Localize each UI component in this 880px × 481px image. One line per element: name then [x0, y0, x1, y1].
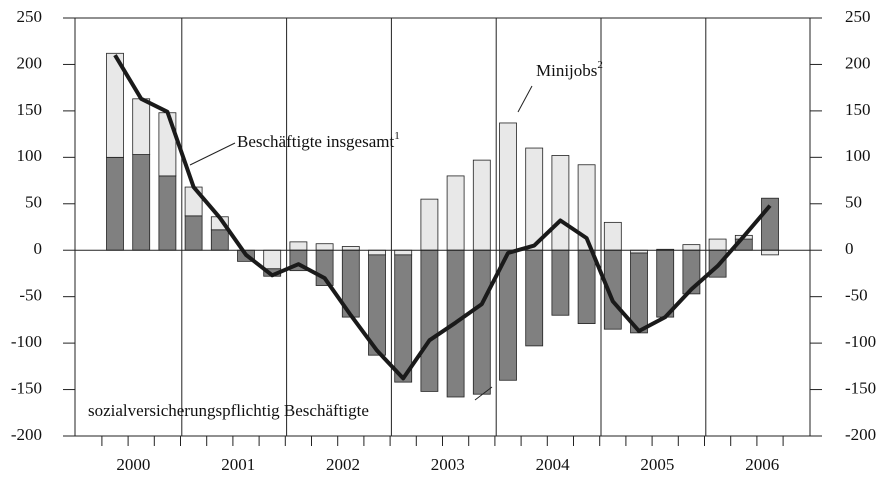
bar [394, 254, 413, 383]
bar [708, 238, 727, 251]
bar [210, 229, 229, 251]
y2-tick-label: 150 [845, 100, 871, 119]
bar [368, 249, 386, 256]
footnote: 2 [597, 59, 603, 71]
y2-tick-label: -200 [845, 425, 876, 444]
y2-tick-label: 250 [845, 7, 871, 26]
y2-tick-label: -50 [845, 286, 868, 305]
bar [577, 249, 596, 325]
x-tick-label: 2005 [640, 455, 674, 474]
bar [420, 249, 439, 392]
bar [499, 122, 517, 251]
bar [132, 154, 151, 251]
y2-tick-label: 0 [845, 239, 854, 258]
bar [551, 155, 570, 251]
bar [368, 254, 386, 356]
bar [420, 198, 439, 251]
x-tick-label: 2003 [431, 455, 465, 474]
bar [603, 221, 622, 251]
footnote: 1 [394, 130, 400, 142]
bar [106, 52, 124, 158]
bar [551, 249, 570, 316]
leader [474, 386, 493, 401]
bar [446, 175, 465, 251]
annotation: Minijobs2 [536, 59, 603, 80]
y-tick-label: 250 [17, 7, 43, 26]
y-tick-label: -50 [19, 286, 42, 305]
x-tick-label: 2004 [536, 455, 571, 474]
annotation-text: Minijobs [536, 61, 597, 80]
bar [525, 249, 544, 347]
bar [132, 98, 151, 155]
x-tick-label: 2001 [221, 455, 255, 474]
y-tick-label: 100 [17, 146, 43, 165]
bar [472, 249, 491, 395]
bar [158, 112, 177, 177]
leader [517, 85, 533, 113]
bar [682, 244, 701, 251]
bar [525, 147, 544, 251]
y-tick-label: 150 [17, 100, 43, 119]
x-tick-label: 2002 [326, 455, 360, 474]
y2-tick-label: 100 [845, 146, 871, 165]
bar [263, 249, 282, 270]
y2-tick-label: 50 [845, 193, 862, 212]
bar [106, 156, 124, 251]
bar [341, 246, 360, 251]
annotations: Beschäftigte insgesamt1 Minijobs2 sozial… [88, 59, 603, 420]
x-tick-label: 2000 [116, 455, 150, 474]
bar [289, 241, 308, 251]
bar [499, 249, 517, 381]
leader [189, 142, 236, 166]
y2-tick-label: -150 [845, 378, 876, 397]
y-tick-label: -150 [11, 378, 42, 397]
annotation-text: Beschäftigte insgesamt [237, 132, 394, 151]
y-tick-label: 200 [17, 53, 43, 72]
y2-tick-label: 200 [845, 53, 871, 72]
y-tick-label: -200 [11, 425, 42, 444]
y-tick-label: -100 [11, 332, 42, 351]
bar [656, 249, 675, 318]
x-tick-label: 2006 [745, 455, 779, 474]
y-tick-label: 50 [25, 193, 42, 212]
annotation: Beschäftigte insgesamt1 [237, 130, 400, 151]
line [113, 54, 772, 381]
bar [761, 249, 779, 256]
bar [394, 249, 413, 256]
bar [184, 215, 203, 251]
bar [315, 243, 334, 251]
bar [472, 159, 491, 251]
annotation: sozialversicherungspflichtig Beschäftigt… [88, 401, 369, 420]
bar [158, 175, 177, 251]
y2-tick-label: -100 [845, 332, 876, 351]
bar [630, 252, 648, 334]
y-tick-label: 0 [34, 239, 43, 258]
